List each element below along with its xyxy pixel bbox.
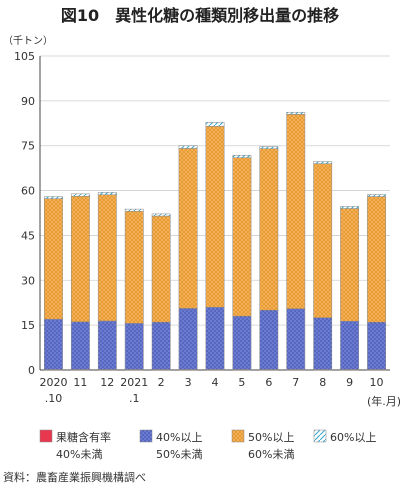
bar-segment [232,315,252,370]
bar-segment [205,306,225,370]
bar-segment [340,321,360,370]
bar-segment [151,215,171,323]
x-tick-label: 6 [265,376,272,389]
x-axis-ticks: 2020 .10 11 12 2021 .1 2 3 4 5 6 7 8 9 10 [39,376,383,405]
chart-title: 図10 異性化糖の種類別移出量の推移 [61,6,339,25]
legend: 果糖含有率 40%未満 40%以上 50%未満 50%以上 60%未満 60%以上 [39,429,376,461]
bar-segment [286,308,306,370]
legend-swatch [139,429,153,443]
x-tick-label: 8 [319,376,326,389]
bar-segment [340,206,360,209]
y-tick-label: 105 [14,50,35,63]
legend-label: 60%未満 [248,448,294,461]
legend-label: 40%未満 [56,448,102,461]
bar-segment [70,196,90,323]
x-tick-label: 7 [292,376,299,389]
x-tick-label: 3 [185,376,192,389]
bar-segment [151,321,171,370]
bar-segment [232,155,252,158]
legend-label: 50%未満 [156,448,202,461]
bar-segment [340,208,360,322]
x-axis-unit-label: (年.月) [367,394,400,408]
y-tick-label: 60 [21,185,35,198]
bars [44,111,386,371]
y-tick-label: 15 [21,319,35,332]
y-tick-label: 0 [28,364,35,377]
bar-segment [205,122,225,127]
bar-segment [313,163,333,318]
legend-swatch [313,429,327,443]
bar-segment [124,323,144,370]
x-tick-label: 9 [346,376,353,389]
y-axis-ticks: 0 15 30 45 60 75 90 105 [14,50,35,377]
bar-segment [259,309,279,370]
bar-segment [259,146,279,149]
bar-segment [70,321,90,370]
y-tick-label: 45 [21,229,35,242]
x-tick-label: 2020 [39,376,67,389]
bar-segment [151,213,171,217]
x-tick-label: .10 [45,392,63,405]
bar-segment [205,126,225,308]
y-axis-unit-label: （千トン） [3,35,53,47]
bar-segment [124,210,144,324]
bar-segment [232,157,252,317]
x-tick-label: 2021 [120,376,148,389]
legend-label: 40%以上 [156,431,202,444]
bar-segment [259,148,279,311]
y-tick-label: 30 [21,274,35,287]
x-tick-label: 2 [158,376,165,389]
bar-segment [367,321,386,370]
bar-segment [178,308,198,370]
x-tick-label: .1 [129,392,140,405]
bar-segment [178,145,198,149]
x-tick-label: 11 [73,376,87,389]
bar-segment [44,198,63,320]
bar-segment [124,208,144,212]
bar-segment [313,161,333,164]
legend-label: 60%以上 [330,431,376,444]
bar-segment [286,111,306,115]
source-note: 資料：農畜産業振興機構調べ [3,470,146,484]
bar-segment [44,318,63,370]
x-tick-label: 5 [238,376,245,389]
bar-segment [97,194,117,322]
legend-swatch [231,429,245,443]
x-tick-label: 4 [212,376,219,389]
bar-segment [97,192,117,196]
x-tick-label: 10 [370,376,384,389]
y-tick-label: 75 [21,140,35,153]
legend-label: 果糖含有率 [56,430,111,444]
legend-swatch [39,429,53,443]
legend-label: 50%以上 [248,431,294,444]
bar-segment [286,114,306,309]
bar-segment [44,196,63,199]
bar-segment [313,317,333,370]
x-tick-label: 12 [100,376,114,389]
bar-segment [367,194,386,197]
bar-segment [97,320,117,370]
y-tick-label: 90 [21,95,35,108]
bar-segment [70,193,90,197]
bar-segment [367,196,386,323]
bar-segment [178,148,198,309]
